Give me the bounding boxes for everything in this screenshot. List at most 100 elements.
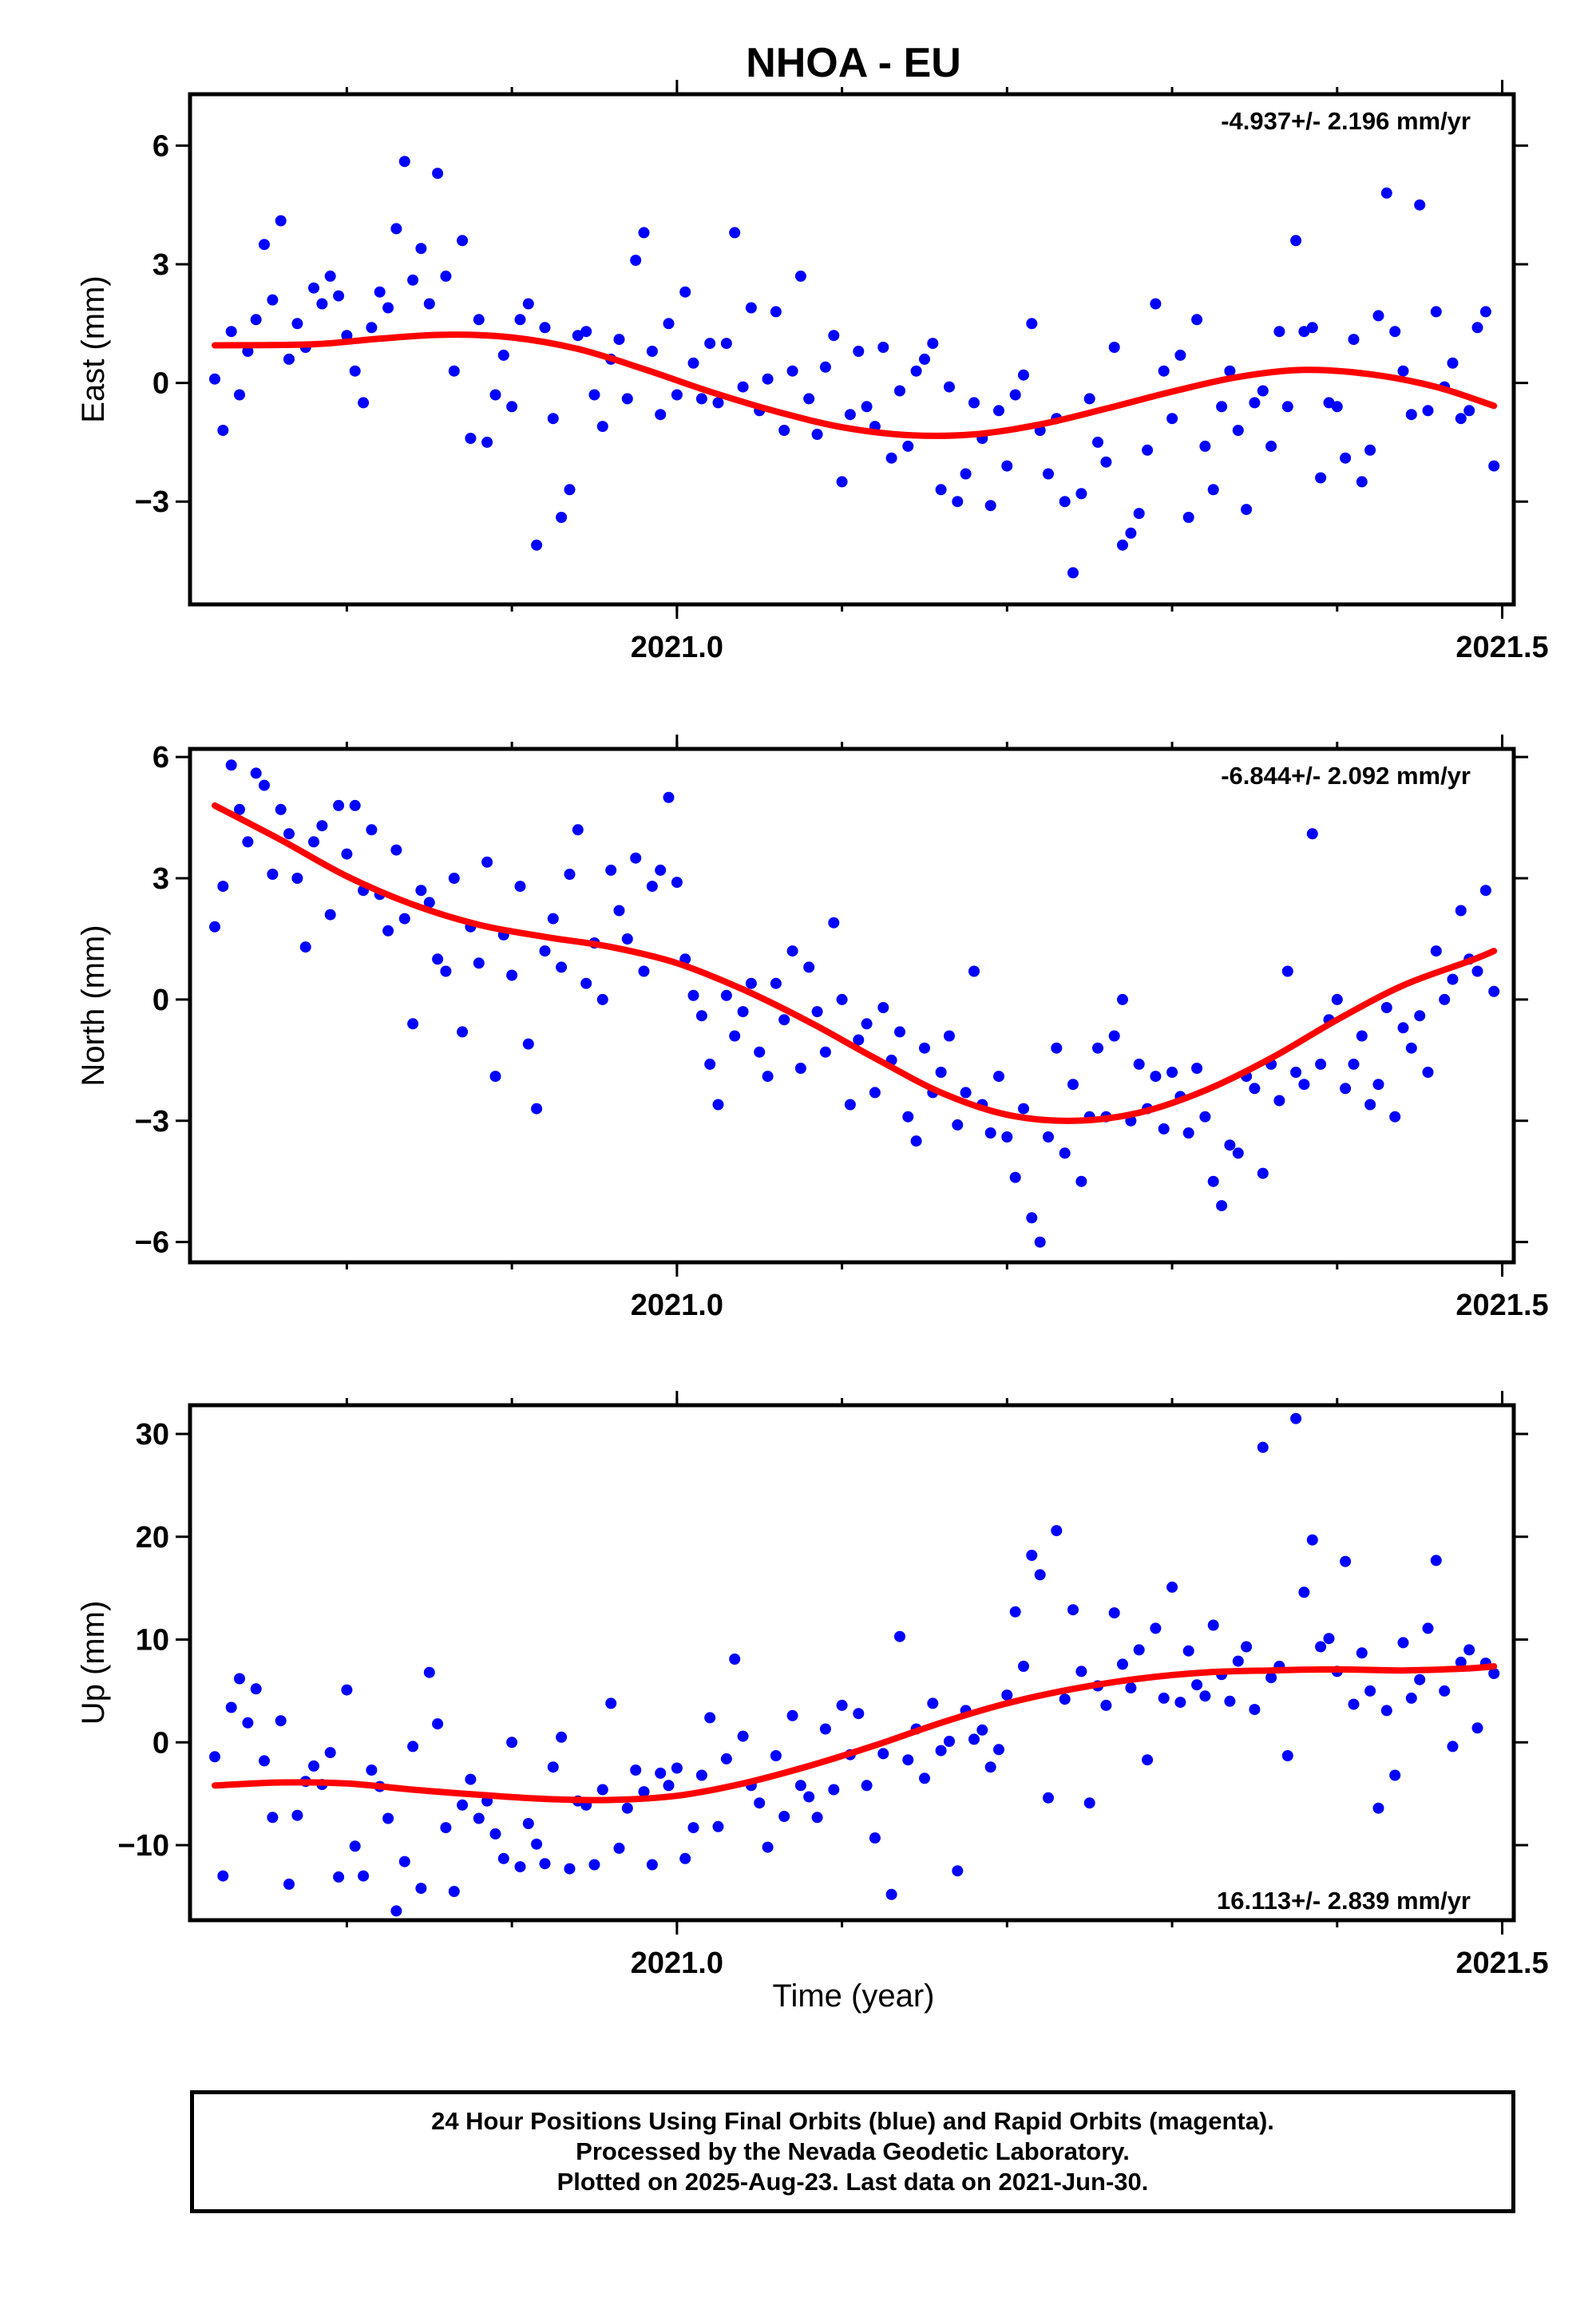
data-point [1447,1741,1459,1753]
data-point [729,1654,741,1665]
data-point [283,353,295,365]
data-point [968,1733,980,1745]
data-point [398,913,410,925]
data-point [556,512,568,523]
data-point [1018,1103,1029,1115]
data-point [1216,401,1228,413]
data-point [1430,945,1442,957]
data-point [1232,1147,1244,1159]
data-point [1166,413,1178,425]
data-point [382,1812,394,1824]
y-axis-label: East (mm) [76,275,111,422]
data-point [1232,425,1244,436]
data-point [621,933,633,945]
y-axis-label: North (mm) [76,925,111,1086]
y-axis-label: Up (mm) [76,1601,111,1725]
data-point [1174,349,1186,361]
data-point [861,1018,873,1030]
data-point [473,1812,485,1824]
data-point [737,1730,749,1742]
data-point [778,1811,790,1822]
data-point [415,885,427,897]
data-point [1207,1619,1219,1631]
data-point [1380,187,1392,199]
data-point [225,326,237,338]
data-point [316,298,328,310]
data-point [349,365,361,377]
data-point [1405,1692,1417,1704]
data-point [596,1784,608,1796]
data-point [1224,1139,1236,1151]
data-point [794,270,806,282]
data-point [423,1666,435,1678]
data-point [407,1018,419,1030]
data-point [531,1103,543,1115]
data-point [242,346,254,357]
data-point [1315,472,1327,484]
data-point [275,803,287,815]
data-point [572,330,584,342]
data-point [473,314,485,326]
data-point [209,921,220,933]
data-point [432,1718,444,1730]
data-point [1422,405,1434,417]
data-point [539,322,551,334]
data-point [514,1861,526,1873]
data-point [1331,993,1343,1005]
data-point [819,1046,831,1058]
data-point [927,338,939,350]
data-point [1026,1550,1038,1561]
data-point [415,243,427,255]
data-point [1117,993,1128,1005]
panel-up: 2021.0 2021.5 −10 0 10 20 30 Up (mm) 16.113+/- 2… [76,1391,1549,1980]
data-point [489,1828,501,1840]
data-point [1158,365,1170,377]
data-point [564,1863,576,1875]
data-point [341,848,353,860]
data-point [1182,512,1194,523]
data-point [638,227,650,239]
data-point [250,767,262,779]
panel-north: 2021.0 2021.5 −6 −3 0 3 6 North (mm) -6.844+/- 2… [76,735,1549,1322]
data-point [407,1741,419,1753]
data-point [687,357,699,369]
data-point [853,346,865,357]
data-point [1108,342,1120,353]
data-point [679,1852,691,1864]
data-point [234,389,245,401]
data-point [1455,905,1467,917]
data-point [506,969,518,981]
data-point [1034,1236,1046,1248]
data-point [828,917,840,929]
data-layer [209,1412,1500,1917]
data-point [407,274,419,286]
data-point [1191,1063,1203,1074]
data-point [605,1697,617,1709]
data-point [489,1071,501,1083]
data-point [1100,456,1112,468]
velocity-label: 16.113+/- 2.839 mm/yr [1217,1887,1471,1915]
data-point [794,1063,806,1074]
data-point [960,468,972,480]
data-point [910,365,922,377]
data-point [663,1780,675,1792]
data-point [737,381,749,393]
data-point [1043,1792,1054,1804]
data-point [630,852,642,864]
data-point [1447,357,1459,369]
data-point [1471,1722,1483,1734]
data-point [655,409,667,421]
data-point [1166,1067,1178,1078]
data-point [1281,1750,1293,1761]
data-point [1422,1622,1434,1634]
data-point [1479,885,1491,897]
data-point [522,1818,534,1829]
data-point [1455,413,1467,425]
data-point [1405,409,1417,421]
data-point [580,977,592,989]
data-point [250,314,262,326]
data-point [1067,1079,1079,1091]
data-point [324,1747,336,1759]
data-point [1059,1147,1071,1159]
